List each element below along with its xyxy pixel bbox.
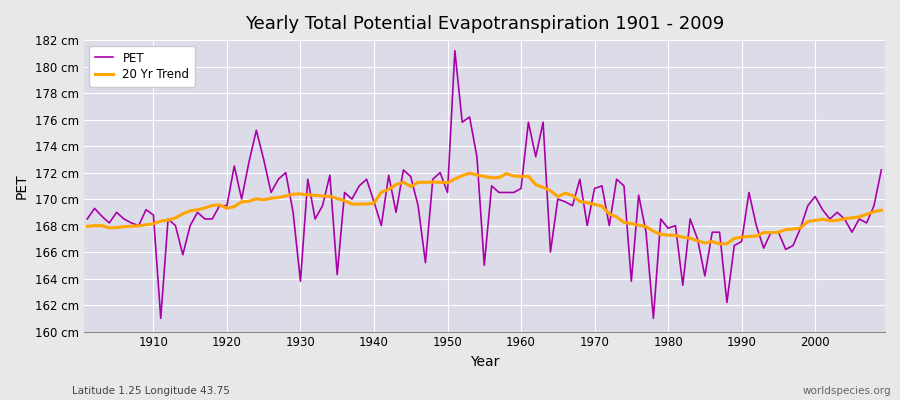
20 Yr Trend: [140, 222, 151, 227]
Title: Yearly Total Potential Evapotranspiration 1901 - 2009: Yearly Total Potential Evapotranspiratio…: [245, 15, 724, 33]
PET: [530, 154, 541, 159]
PET: [876, 168, 886, 172]
20 Yr Trend: [523, 174, 534, 179]
20 Yr Trend: [82, 224, 93, 229]
20 Yr Trend: [516, 174, 526, 179]
20 Yr Trend: [876, 208, 886, 212]
PET: [310, 216, 320, 221]
20 Yr Trend: [464, 171, 475, 176]
PET: [140, 207, 151, 212]
Line: PET: PET: [87, 51, 881, 318]
Text: Latitude 1.25 Longitude 43.75: Latitude 1.25 Longitude 43.75: [72, 386, 230, 396]
PET: [354, 184, 364, 188]
PET: [156, 316, 166, 321]
Y-axis label: PET: PET: [15, 173, 29, 199]
PET: [618, 184, 629, 188]
Text: worldspecies.org: worldspecies.org: [803, 386, 891, 396]
Line: 20 Yr Trend: 20 Yr Trend: [87, 173, 881, 244]
PET: [82, 216, 93, 221]
20 Yr Trend: [302, 192, 313, 197]
20 Yr Trend: [715, 242, 725, 246]
PET: [523, 120, 534, 125]
X-axis label: Year: Year: [470, 355, 499, 369]
PET: [449, 48, 460, 53]
Legend: PET, 20 Yr Trend: PET, 20 Yr Trend: [89, 46, 195, 87]
20 Yr Trend: [611, 214, 622, 219]
20 Yr Trend: [346, 202, 357, 206]
